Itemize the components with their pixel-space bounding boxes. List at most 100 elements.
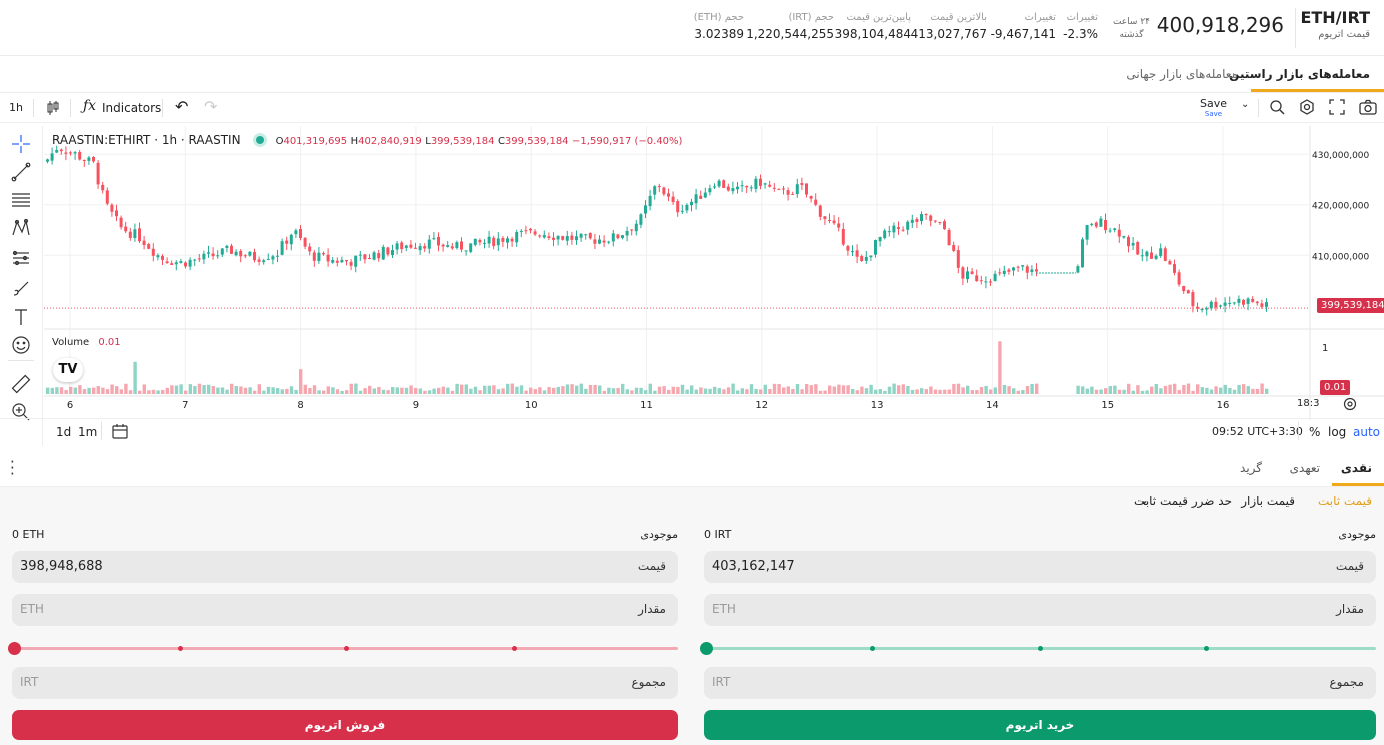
horizontal-lines-icon[interactable]: [10, 190, 32, 212]
sell-slider-knob[interactable]: [8, 642, 21, 655]
fib-icon[interactable]: [10, 248, 32, 270]
volume-bar: [943, 389, 947, 394]
percent-toggle[interactable]: %: [1309, 425, 1321, 439]
volume-bar: [165, 387, 169, 394]
candle: [400, 242, 404, 250]
chart-axes: 6 7 8 9 10 11 12 13 14 15 16 430,000,000 420,000,000…: [67, 151, 1370, 411]
buy-amount-slider[interactable]: [700, 642, 1376, 655]
tab-raastin-market[interactable]: معامله‌های بازار راستین: [1229, 67, 1370, 81]
volume-bar: [1205, 387, 1209, 394]
buy-total-field[interactable]: مجموع IRT: [704, 667, 1376, 699]
candle: [726, 186, 730, 191]
volume-bar: [1108, 386, 1112, 394]
range-1d-button[interactable]: 1d: [56, 425, 72, 439]
toolbar-divider: [101, 422, 102, 440]
symbol-label[interactable]: RAASTIN:ETHIRT · 1h · RAASTIN: [52, 133, 241, 147]
volume-bar: [579, 383, 583, 394]
sell-amount-slider[interactable]: [8, 642, 678, 655]
volume-bar: [791, 388, 795, 394]
indicators-button[interactable]: Indicators: [102, 101, 162, 115]
timezone-button[interactable]: 09:52 UTC+3:30: [1212, 425, 1303, 438]
pair-selector[interactable]: ETH/IRT قیمت اتریوم: [1300, 8, 1370, 40]
sell-amount-field[interactable]: مقدار ETH: [12, 594, 678, 626]
interval-button[interactable]: 1h: [9, 101, 23, 114]
toolbar-divider: [70, 99, 71, 117]
brush-icon[interactable]: [10, 278, 32, 300]
undo-icon[interactable]: ↶: [175, 97, 189, 116]
sell-button[interactable]: فروش اتریوم: [12, 710, 678, 740]
volume-bar: [248, 387, 252, 394]
zoom-in-icon[interactable]: [10, 402, 32, 424]
candle: [938, 221, 942, 223]
buy-price-field[interactable]: قیمت 403,162,147: [704, 551, 1376, 583]
order-type-limit[interactable]: قیمت ثابت: [1317, 494, 1372, 508]
settings-icon[interactable]: [1299, 99, 1315, 118]
volume-bar: [207, 384, 211, 394]
fullscreen-icon[interactable]: [1329, 99, 1345, 118]
order-type-stop[interactable]: حد ضرر قیمت ثابت: [1134, 494, 1232, 508]
volume-bar: [1150, 386, 1154, 394]
volume-bar: [910, 389, 915, 394]
buy-button[interactable]: خرید اتریوم: [704, 710, 1376, 740]
tab-margin[interactable]: تعهدی: [1289, 461, 1320, 475]
order-type-market[interactable]: قیمت بازار: [1241, 494, 1295, 508]
buy-slider-knob[interactable]: [700, 642, 713, 655]
slider-step[interactable]: [870, 646, 875, 651]
tab-global-market[interactable]: معامله‌های بازار جهانی: [1126, 67, 1238, 81]
slider-step[interactable]: [1204, 646, 1209, 651]
range-1m-button[interactable]: 1m: [78, 425, 98, 439]
volume-bar: [542, 390, 547, 394]
sell-price-field[interactable]: قیمت 398,948,688: [12, 551, 678, 583]
auto-toggle[interactable]: auto: [1353, 425, 1381, 439]
slider-step[interactable]: [344, 646, 349, 651]
volume-bar: [381, 389, 386, 394]
sell-total-input[interactable]: IRT: [20, 675, 39, 689]
volume-bar: [59, 387, 64, 394]
buy-amount-input[interactable]: ETH: [712, 602, 736, 616]
log-toggle[interactable]: log: [1328, 425, 1347, 439]
buy-total-input[interactable]: IRT: [712, 675, 731, 689]
pattern-icon[interactable]: [10, 218, 32, 240]
buy-price-input[interactable]: 403,162,147: [712, 559, 795, 574]
text-tool-icon[interactable]: [10, 307, 32, 329]
tradingview-logo-icon[interactable]: TV: [53, 358, 83, 382]
volume-bar: [1117, 389, 1122, 394]
crosshair-icon[interactable]: [10, 134, 32, 156]
candle: [331, 259, 335, 263]
tab-grid[interactable]: گرید: [1240, 461, 1262, 475]
candle-type-icon[interactable]: [46, 100, 60, 119]
candle: [915, 218, 919, 222]
quick-search-icon[interactable]: [1269, 99, 1285, 118]
sell-total-field[interactable]: مجموع IRT: [12, 667, 678, 699]
camera-icon[interactable]: [1359, 99, 1377, 118]
volume-bar: [1145, 390, 1149, 394]
buy-amount-field[interactable]: مقدار ETH: [704, 594, 1376, 626]
chevron-down-icon[interactable]: ⌄: [1241, 99, 1250, 110]
volume-bar: [611, 388, 616, 394]
volume-bar: [929, 386, 933, 394]
candle: [786, 190, 790, 195]
emoji-icon[interactable]: [10, 335, 32, 357]
price-chart[interactable]: 6 7 8 9 10 11 12 13 14 15 16 430,000,000 420,000,000…: [44, 126, 1384, 420]
slider-step[interactable]: [512, 646, 517, 651]
function-icon[interactable]: ƒx: [83, 98, 97, 114]
candle: [676, 201, 680, 213]
save-button[interactable]: Save Save: [1200, 97, 1227, 118]
volume-bar: [179, 384, 183, 394]
time-axis-settings-icon[interactable]: [1343, 397, 1357, 414]
more-menu-icon[interactable]: · · ·: [10, 453, 15, 483]
sell-amount-input[interactable]: ETH: [20, 602, 44, 616]
last-price: 400,918,296: [1156, 13, 1284, 37]
slider-step[interactable]: [1038, 646, 1043, 651]
redo-icon[interactable]: ↷: [204, 97, 218, 116]
chevron-down-icon[interactable]: ⌄: [1139, 493, 1150, 507]
volume-bar: [96, 386, 100, 394]
trend-line-icon[interactable]: [10, 162, 32, 184]
candle: [1145, 251, 1149, 257]
calendar-icon[interactable]: [112, 423, 128, 442]
sell-price-input[interactable]: 398,948,688: [20, 559, 103, 574]
volume-bar: [1200, 387, 1204, 394]
tab-spot[interactable]: نقدی: [1340, 461, 1372, 475]
slider-step[interactable]: [178, 646, 183, 651]
ruler-icon[interactable]: [10, 374, 32, 396]
